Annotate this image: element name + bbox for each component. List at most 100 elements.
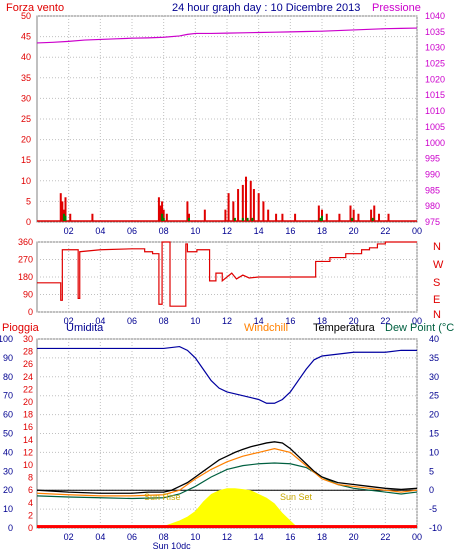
temperature-line xyxy=(36,441,418,494)
y-tick-label-wind: 10 xyxy=(21,176,31,186)
rain-bar xyxy=(37,525,417,528)
y-tick-label-humidity: 20 xyxy=(3,485,13,495)
x-tick-label: 18 xyxy=(317,316,327,326)
x-tick-label: 08 xyxy=(159,532,169,542)
x-tick-label: 16 xyxy=(285,226,295,236)
y-tick-label-humidity: 60 xyxy=(3,410,13,420)
y-tick-label-direction: 180 xyxy=(18,272,33,282)
compass-w: W xyxy=(433,259,444,271)
sunset-label: Sun Set xyxy=(280,492,313,502)
direction-line xyxy=(37,241,417,307)
y-tick-label-temperature: 35 xyxy=(429,353,439,363)
y-tick-label-humidity: 80 xyxy=(3,372,13,382)
x-tick-label: 10 xyxy=(190,226,200,236)
x-tick-label: 00 xyxy=(412,226,422,236)
pressure-line xyxy=(36,27,418,44)
y-tick-label-humidity: 90 xyxy=(3,353,13,363)
y-tick-label-rain: 26 xyxy=(23,359,33,369)
y-tick-label-rain: 30 xyxy=(23,334,33,344)
x-tick-label: 06 xyxy=(127,532,137,542)
chart-title: 24 hour graph day : 10 Dicembre 2013 xyxy=(172,2,360,14)
y-tick-label-pressure: 995 xyxy=(425,154,440,164)
x-tick-label: 10 xyxy=(190,316,200,326)
x-tick-label: 08 xyxy=(159,316,169,326)
x-tick-label: 14 xyxy=(254,532,264,542)
y-tick-label-rain: 20 xyxy=(23,397,33,407)
legend-umidita: Umidita xyxy=(66,322,104,334)
y-tick-label-direction: 90 xyxy=(23,290,33,300)
y-tick-label-rain: 4 xyxy=(28,498,33,508)
y-tick-label-pressure: 1025 xyxy=(425,59,445,69)
y-tick-label-wind: 20 xyxy=(21,135,31,145)
y-tick-label-humidity: 10 xyxy=(3,504,13,514)
y-tick-label-pressure: 975 xyxy=(425,217,440,227)
legend-pioggia: Pioggia xyxy=(2,322,40,334)
y-tick-label-rain: 6 xyxy=(28,485,33,495)
y-tick-label-humidity: 40 xyxy=(3,447,13,457)
y-tick-label-rain: 24 xyxy=(23,372,33,382)
y-tick-label-wind: 45 xyxy=(21,32,31,42)
y-tick-label-temperature: 0 xyxy=(429,485,434,495)
x-tick-label: 20 xyxy=(349,226,359,236)
y-tick-label-humidity: 70 xyxy=(3,391,13,401)
y-tick-label-temperature: 5 xyxy=(429,466,434,476)
y-tick-label-pressure: 1005 xyxy=(425,122,445,132)
x-tick-label: 10 xyxy=(190,532,200,542)
x-tick-label: 04 xyxy=(95,226,105,236)
y-tick-label-direction: 0 xyxy=(28,307,33,317)
y-tick-label-pressure: 1020 xyxy=(425,74,445,84)
y-tick-label-wind: 30 xyxy=(21,93,31,103)
grid-layer xyxy=(37,15,418,529)
y-tick-label-temperature: 10 xyxy=(429,447,439,457)
y-tick-label-temperature: -5 xyxy=(429,504,437,514)
y-tick-label-pressure: 985 xyxy=(425,185,440,195)
y-tick-label-temperature: 15 xyxy=(429,429,439,439)
y-tick-label-humidity: 0 xyxy=(8,523,13,533)
y-tick-label-wind: 50 xyxy=(21,11,31,21)
x-tick-label: 06 xyxy=(127,316,137,326)
y-tick-label-direction: 360 xyxy=(18,237,33,247)
y-tick-label-wind: 40 xyxy=(21,52,31,62)
x-tick-label: 14 xyxy=(254,316,264,326)
windchill-line xyxy=(36,448,418,497)
y-tick-label-temperature: 30 xyxy=(429,372,439,382)
legend-dewpoint: Dew Point (°C xyxy=(385,322,454,334)
x-tick-label: 04 xyxy=(95,316,105,326)
compass-e: E xyxy=(433,294,440,306)
y-tick-label-humidity: 30 xyxy=(3,466,13,476)
x-tick-label: 22 xyxy=(380,532,390,542)
x-tick-label: 18 xyxy=(317,226,327,236)
x-tick-label: 08 xyxy=(159,226,169,236)
x-tick-label: 00 xyxy=(412,316,422,326)
x-tick-label: 06 xyxy=(127,226,137,236)
x-tick-label: 12 xyxy=(222,316,232,326)
x-tick-label: 20 xyxy=(349,532,359,542)
x-tick-label: 16 xyxy=(285,532,295,542)
y-tick-label-temperature: -10 xyxy=(429,523,442,533)
compass-labels: N W S E N xyxy=(433,241,444,321)
y-tick-label-rain: 22 xyxy=(23,384,33,394)
y-tick-label-pressure: 980 xyxy=(425,201,440,211)
y-tick-label-rain: 10 xyxy=(23,460,33,470)
y-tick-label-temperature: 25 xyxy=(429,391,439,401)
x-tick-label: 14 xyxy=(254,226,264,236)
pressure-axis-label: Pressione xyxy=(372,2,421,14)
x-tick-label: 00 xyxy=(412,532,422,542)
humidity-line xyxy=(37,345,417,404)
y-tick-label-wind: 15 xyxy=(21,155,31,165)
y-tick-label-rain: 8 xyxy=(28,473,33,483)
y-tick-label-wind: 35 xyxy=(21,73,31,83)
y-tick-label-pressure: 1035 xyxy=(425,27,445,37)
y-tick-label-rain: 16 xyxy=(23,422,33,432)
series-layer xyxy=(36,27,418,500)
x-tick-label: 02 xyxy=(64,226,74,236)
x-tick-label: 16 xyxy=(285,316,295,326)
x-tick-label: 18 xyxy=(317,532,327,542)
x-tick-label: 20 xyxy=(349,316,359,326)
y-tick-label-rain: 18 xyxy=(23,410,33,420)
y-tick-label-rain: 12 xyxy=(23,447,33,457)
y-tick-label-rain: 0 xyxy=(28,523,33,533)
y-tick-label-pressure: 1030 xyxy=(425,43,445,53)
